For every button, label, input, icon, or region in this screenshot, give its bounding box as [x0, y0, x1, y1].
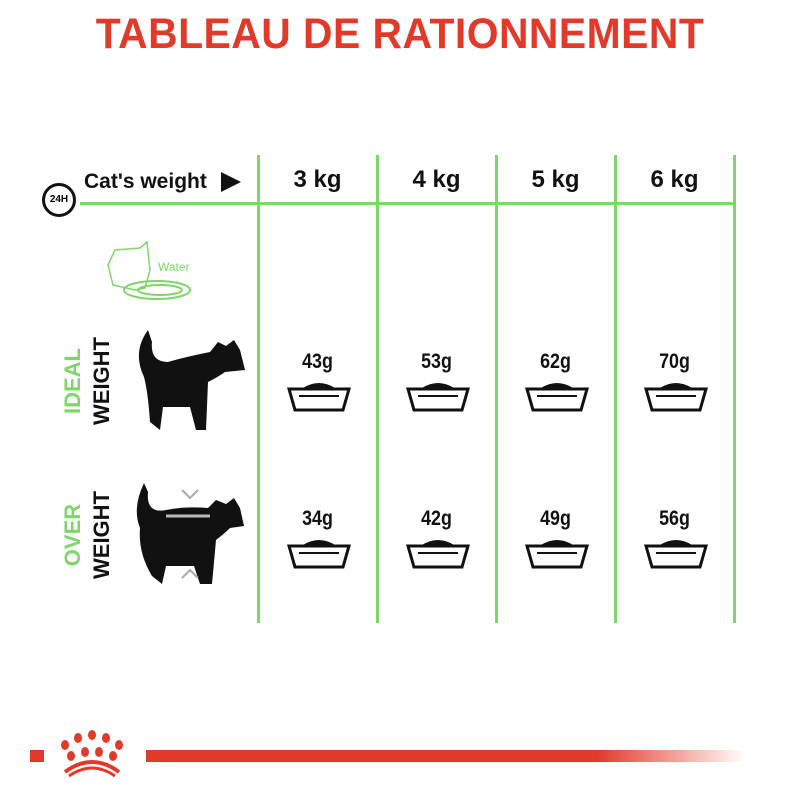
- ration-value: 42g: [421, 507, 452, 530]
- ration-value: 34g: [302, 507, 333, 530]
- weight-header-6kg: 6 kg: [650, 166, 699, 193]
- royal-canin-crown-logo: [61, 730, 123, 778]
- water-icon: Water: [105, 240, 195, 310]
- column-divider: [495, 155, 498, 623]
- column-divider: [376, 155, 379, 623]
- food-bowl-icon: [378, 380, 497, 421]
- clock-24h-icon: 24H: [42, 183, 76, 217]
- weight-header-5kg: 5 kg: [531, 166, 580, 193]
- ration-value: 56g: [659, 507, 690, 530]
- overweight-cat-icon: [136, 483, 244, 584]
- footer-bar: [146, 750, 746, 762]
- row-label-weight: WEIGHT: [89, 337, 114, 425]
- row-label-over: OVER: [60, 503, 85, 567]
- arrow-right-icon: [221, 172, 241, 192]
- weight-header-3kg: 3 kg: [293, 166, 342, 193]
- ideal-cat-icon: [138, 330, 245, 430]
- food-bowl-icon: [497, 537, 616, 578]
- ration-value: 70g: [659, 350, 690, 373]
- column-divider: [733, 155, 736, 623]
- page-title: TABLEAU DE RATIONNEMENT: [95, 10, 705, 58]
- cats-weight-label: Cat's weight: [84, 170, 207, 193]
- ration-value: 53g: [421, 350, 452, 373]
- food-bowl-icon: [378, 537, 497, 578]
- water-label: Water: [158, 260, 190, 274]
- ration-value: 62g: [540, 350, 571, 373]
- food-bowl-icon: [616, 380, 735, 421]
- ration-value: 49g: [540, 507, 571, 530]
- header-divider: [80, 202, 735, 205]
- column-divider: [257, 155, 260, 623]
- food-bowl-icon: [259, 380, 378, 421]
- footer-bar-left: [30, 750, 44, 762]
- row-label-ideal: IDEAL: [60, 348, 85, 414]
- food-bowl-icon: [497, 380, 616, 421]
- row-label-weight: WEIGHT: [89, 491, 114, 579]
- food-bowl-icon: [259, 537, 378, 578]
- ration-value: 43g: [302, 350, 333, 373]
- weight-header-4kg: 4 kg: [412, 166, 461, 193]
- column-divider: [614, 155, 617, 623]
- food-bowl-icon: [616, 537, 735, 578]
